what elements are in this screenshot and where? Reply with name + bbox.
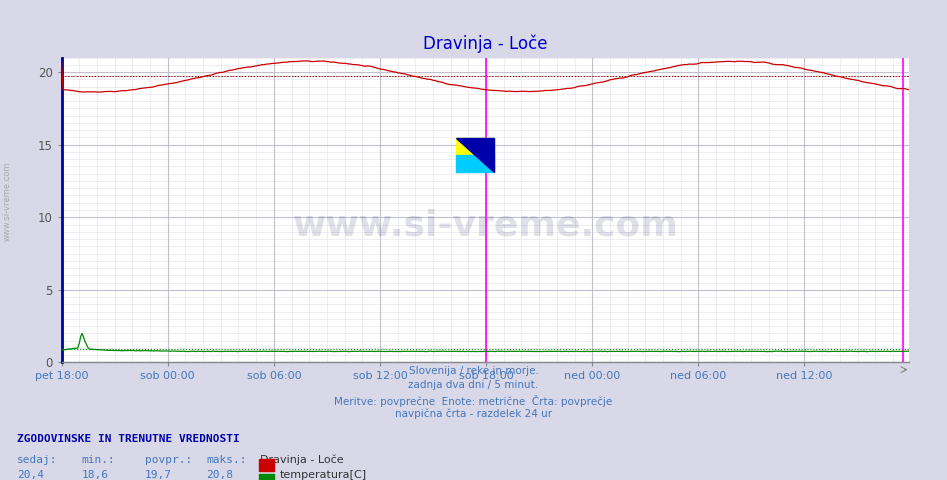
Text: navpična črta - razdelek 24 ur: navpična črta - razdelek 24 ur: [395, 409, 552, 420]
Text: 19,7: 19,7: [145, 470, 172, 480]
Text: 20,8: 20,8: [206, 470, 234, 480]
Text: www.si-vreme.com: www.si-vreme.com: [3, 162, 12, 241]
Text: www.si-vreme.com: www.si-vreme.com: [293, 208, 678, 242]
Text: 18,6: 18,6: [81, 470, 109, 480]
Text: min.:: min.:: [81, 455, 116, 465]
Text: povpr.:: povpr.:: [145, 455, 192, 465]
Text: temperatura[C]: temperatura[C]: [279, 470, 366, 480]
Title: Dravinja - Loče: Dravinja - Loče: [423, 35, 547, 53]
Text: maks.:: maks.:: [206, 455, 247, 465]
Text: zadnja dva dni / 5 minut.: zadnja dva dni / 5 minut.: [408, 380, 539, 390]
Text: ZGODOVINSKE IN TRENUTNE VREDNOSTI: ZGODOVINSKE IN TRENUTNE VREDNOSTI: [17, 434, 240, 444]
Text: sedaj:: sedaj:: [17, 455, 58, 465]
Text: Dravinja - Loče: Dravinja - Loče: [260, 455, 344, 465]
Text: Meritve: povprečne  Enote: metrične  Črta: povprečje: Meritve: povprečne Enote: metrične Črta:…: [334, 395, 613, 407]
Text: Slovenija / reke in morje.: Slovenija / reke in morje.: [408, 366, 539, 376]
Text: 20,4: 20,4: [17, 470, 45, 480]
